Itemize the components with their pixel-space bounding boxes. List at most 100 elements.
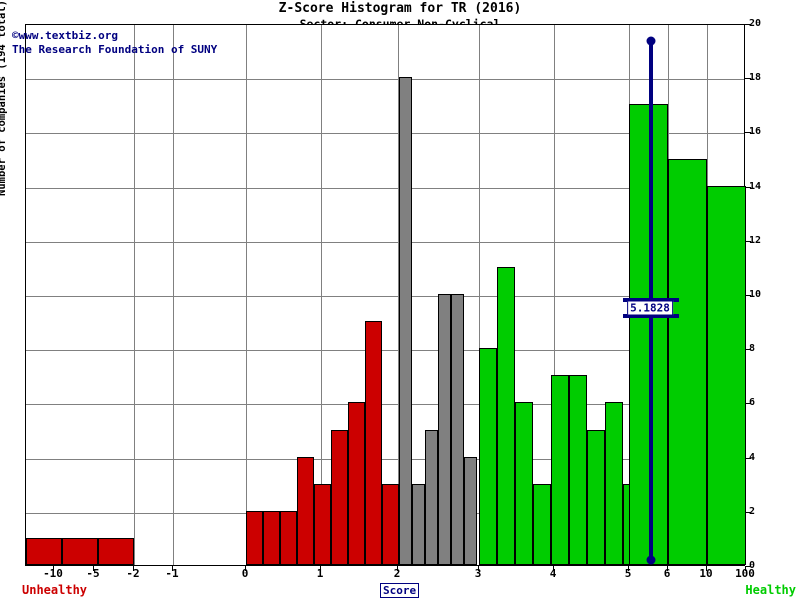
- histogram-bar: [263, 510, 280, 565]
- watermark-text: ©www.textbiz.org The Research Foundation…: [12, 29, 218, 56]
- x-axis-tick-mark: [553, 566, 554, 571]
- gridline-horizontal: [26, 350, 744, 352]
- x-axis-tick-label: 3: [474, 567, 482, 580]
- y-axis-tick-label: 4: [749, 451, 756, 463]
- gridline-horizontal: [26, 79, 744, 81]
- y-axis-tick-label: 18: [749, 72, 762, 84]
- gridline-vertical: [173, 25, 174, 565]
- histogram-bar: [62, 537, 98, 565]
- x-axis-tick-mark: [478, 566, 479, 571]
- y-axis-tick-mark: [745, 240, 751, 242]
- x-axis-tick-label: -10: [43, 567, 63, 580]
- healthy-label: Healthy: [745, 583, 796, 597]
- y-axis-tick-label: 12: [749, 234, 762, 246]
- histogram-bar: [314, 483, 331, 565]
- gridline-vertical: [398, 25, 399, 565]
- x-axis-tick-mark: [628, 566, 629, 571]
- histogram-bar: [515, 402, 533, 565]
- histogram-bar: [412, 483, 425, 565]
- y-axis-tick-mark: [745, 186, 751, 188]
- x-axis-tick-mark: [245, 566, 246, 571]
- gridline-horizontal: [26, 296, 744, 297]
- score-axis-label: Score: [380, 583, 420, 598]
- y-axis-tick-label: 8: [749, 343, 756, 355]
- x-axis-tick-mark: [667, 566, 668, 571]
- marker-cap-lower: [623, 314, 679, 318]
- y-axis-tick-mark: [745, 349, 751, 351]
- marker-dot-top: [646, 36, 656, 46]
- histogram-bar: [479, 348, 497, 565]
- chart-title: Z-Score Histogram for TR (2016): [278, 1, 522, 16]
- x-axis-tick-label: 5: [624, 567, 632, 580]
- histogram-bar: [497, 266, 515, 565]
- y-axis-tick-label: 0: [749, 560, 756, 571]
- x-axis-tick-mark: [53, 566, 54, 571]
- y-axis-tick-label: 14: [749, 180, 762, 192]
- x-axis-tick-mark: [172, 566, 173, 571]
- x-axis-tick-mark: [133, 566, 134, 571]
- y-axis-tick-mark: [745, 132, 751, 134]
- y-axis-tick-label: 20: [749, 18, 762, 29]
- y-axis-tick-mark: [745, 457, 751, 459]
- histogram-bar: [246, 510, 263, 565]
- x-axis-tick-label: 6: [663, 567, 671, 580]
- marker-value-label: 5.1828: [627, 300, 673, 316]
- y-axis-tick-mark: [745, 295, 751, 296]
- x-axis-tick-mark: [745, 566, 746, 571]
- histogram-bar: [331, 429, 348, 565]
- x-axis-tick-label: 10: [699, 567, 713, 580]
- gridline-horizontal: [26, 133, 744, 135]
- y-axis-tick-mark: [745, 566, 751, 567]
- x-axis-tick-label: -1: [165, 567, 179, 580]
- gridline-vertical: [554, 25, 555, 565]
- histogram-bar: [668, 158, 707, 565]
- gridline-vertical: [134, 25, 135, 565]
- x-axis-tick-label: -5: [86, 567, 100, 580]
- x-axis-tick-label: 4: [549, 567, 557, 580]
- marker-dot-bottom: [646, 555, 656, 565]
- unhealthy-label: Unhealthy: [22, 583, 88, 597]
- y-axis-tick-label: 16: [749, 126, 762, 138]
- x-axis-tick-mark: [397, 566, 398, 571]
- x-axis-tick-mark: [93, 566, 94, 571]
- histogram-bar: [348, 402, 365, 565]
- x-axis-tick-label: 0: [241, 567, 249, 580]
- x-axis-tick-label: 2: [393, 567, 401, 580]
- histogram-bar: [629, 104, 668, 565]
- y-axis-tick-label: 6: [749, 397, 756, 409]
- y-axis-tick-mark: [745, 511, 751, 513]
- gridline-horizontal: [26, 241, 744, 243]
- gridline-horizontal: [26, 458, 744, 460]
- histogram-bar: [707, 185, 746, 565]
- x-axis-tick-label: 1: [316, 567, 324, 580]
- gridline-horizontal: [26, 187, 744, 189]
- histogram-bar: [425, 429, 438, 565]
- histogram-bar: [98, 537, 134, 565]
- y-axis-tick-mark: [745, 24, 751, 25]
- histogram-bar: [280, 510, 297, 565]
- marker-cap-upper: [623, 298, 679, 302]
- y-axis-tick-mark: [745, 403, 751, 405]
- y-axis-label: Number of companies (194 total): [0, 0, 8, 196]
- histogram-bar: [438, 294, 451, 565]
- histogram-bar: [569, 375, 587, 565]
- histogram-bar: [451, 294, 464, 565]
- plot-area: [25, 24, 746, 566]
- y-axis-tick-label: 2: [749, 505, 756, 517]
- y-axis-tick-mark: [745, 78, 751, 80]
- histogram-bar: [297, 456, 314, 565]
- y-axis-tick-label: 10: [749, 289, 762, 300]
- x-axis-tick-mark: [706, 566, 707, 571]
- gridline-vertical: [321, 25, 322, 565]
- gridline-vertical: [479, 25, 480, 565]
- gridline-vertical: [246, 25, 247, 565]
- gridline-horizontal: [26, 404, 744, 406]
- x-axis-tick-label: 100: [735, 567, 755, 580]
- histogram-bar: [551, 375, 569, 565]
- histogram-bar: [605, 402, 623, 565]
- x-axis-tick-label: -2: [126, 567, 140, 580]
- histogram-bar: [587, 429, 605, 565]
- histogram-bar: [26, 537, 62, 565]
- histogram-bar: [399, 77, 412, 565]
